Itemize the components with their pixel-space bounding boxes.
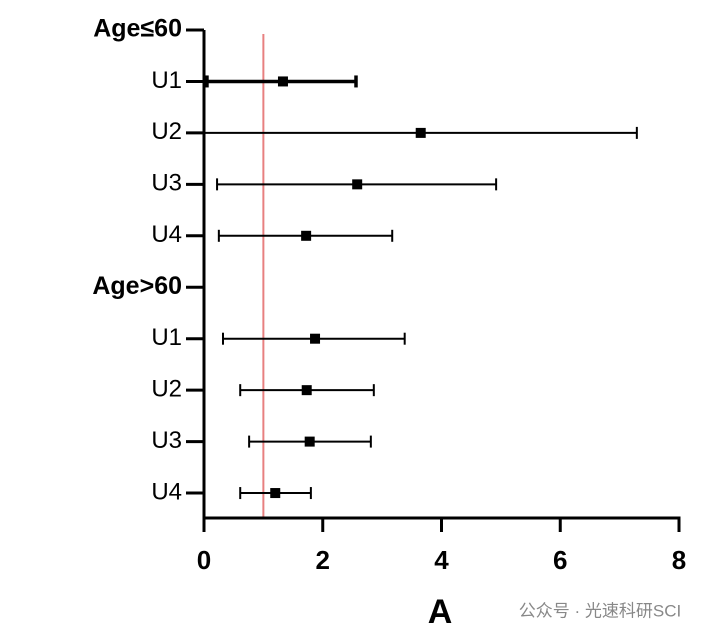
point bbox=[301, 385, 312, 396]
y-tick-label: U2 bbox=[151, 118, 182, 145]
point bbox=[310, 333, 321, 344]
y-tick-label: U2 bbox=[151, 375, 182, 402]
point bbox=[304, 436, 315, 447]
y-tick-label: U4 bbox=[151, 221, 182, 248]
x-tick-label: 2 bbox=[316, 545, 330, 575]
watermark: 公众号 · 光速科研SCI bbox=[519, 601, 681, 620]
y-tick-label: U3 bbox=[151, 170, 182, 197]
y-tick-label: U4 bbox=[151, 478, 182, 505]
point bbox=[352, 179, 363, 190]
group-label: Age≤60 bbox=[93, 15, 182, 43]
y-tick-label: U1 bbox=[151, 67, 182, 94]
point bbox=[415, 127, 426, 138]
panel-label: A bbox=[428, 593, 453, 631]
point bbox=[277, 76, 288, 87]
y-tick-label: U1 bbox=[151, 324, 182, 351]
x-tick-label: 6 bbox=[553, 545, 567, 575]
point bbox=[270, 488, 281, 499]
point bbox=[301, 230, 312, 241]
group-label: Age>60 bbox=[92, 272, 182, 300]
x-tick-label: 0 bbox=[197, 545, 211, 575]
x-tick-label: 4 bbox=[434, 545, 449, 575]
x-tick-label: 8 bbox=[672, 545, 686, 575]
y-tick-label: U3 bbox=[151, 427, 182, 454]
